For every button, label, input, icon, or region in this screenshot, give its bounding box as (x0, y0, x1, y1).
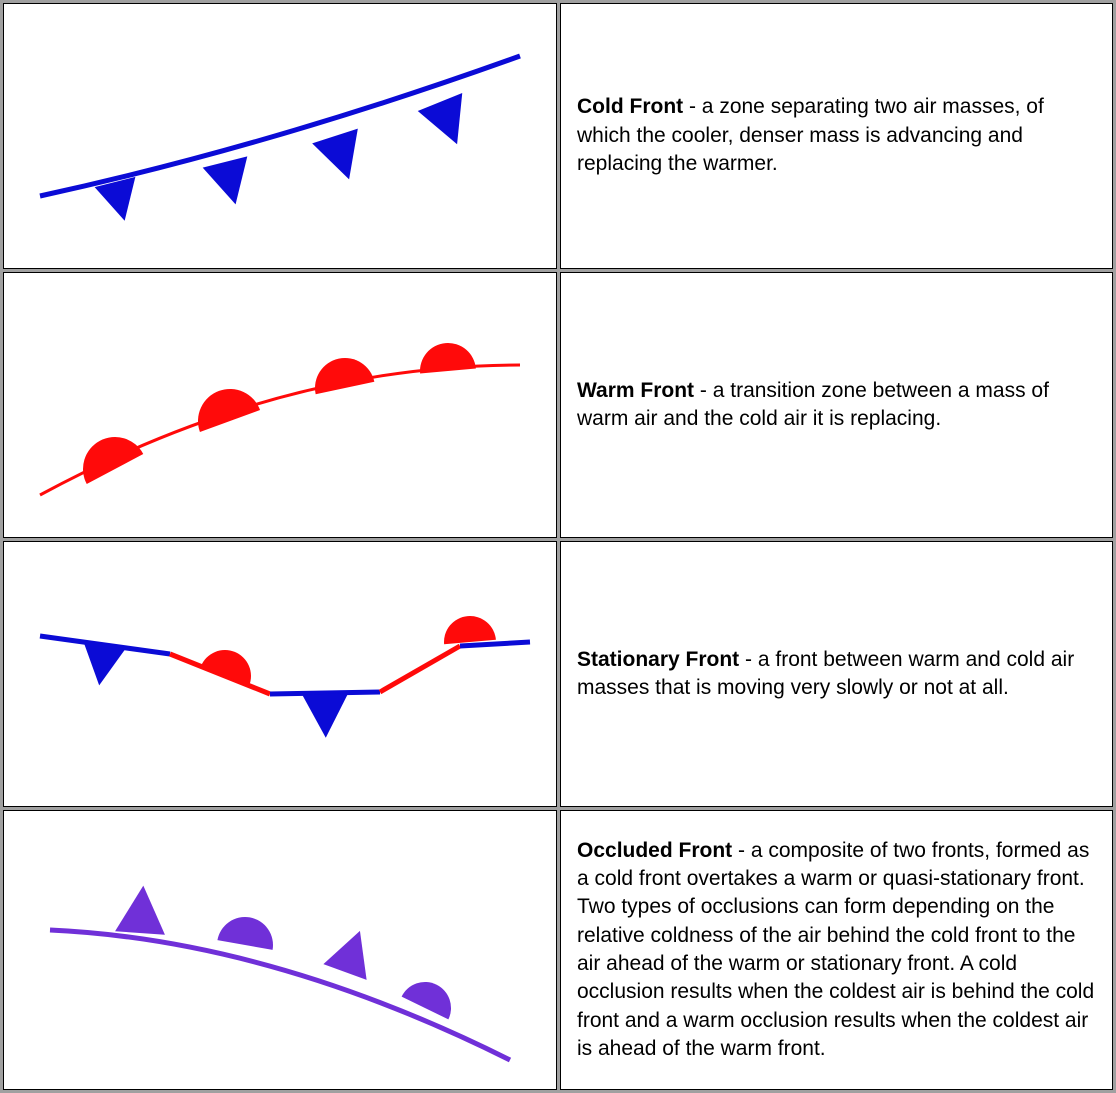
occluded-front-marker-1 (217, 913, 277, 950)
warm-front-description-cell: Warm Front - a transition zone between a… (560, 272, 1113, 538)
warm-front-line (40, 365, 520, 495)
cold-front-symbol-cell (3, 3, 557, 269)
cold-front-row: Cold Front - a zone separating two air m… (3, 3, 1113, 269)
occluded-front-row: Occluded Front - a composite of two fron… (3, 810, 1113, 1090)
warm-front-title: Warm Front (577, 379, 694, 402)
stationary-front-row: Stationary Front - a front between warm … (3, 541, 1113, 807)
stationary-front-symbol (20, 554, 540, 794)
cold-front-description-cell: Cold Front - a zone separating two air m… (560, 3, 1113, 269)
stationary-front-segment-3 (380, 646, 460, 692)
stationary-front-marker-2 (302, 694, 349, 738)
occluded-front-marker-2 (323, 923, 381, 980)
occluded-front-title: Occluded Front (577, 839, 732, 862)
stationary-front-segment-4 (460, 642, 530, 646)
cold-front-marker-3 (418, 93, 480, 153)
stationary-front-title: Stationary Front (577, 648, 739, 671)
stationary-front-marker-3 (442, 614, 496, 644)
cold-front-marker-1 (203, 156, 258, 210)
warm-front-marker-3 (418, 341, 476, 374)
occluded-front-symbol-cell (3, 810, 557, 1090)
warm-front-symbol (20, 285, 540, 525)
cold-front-title: Cold Front (577, 95, 683, 118)
occluded-front-desc: - a composite of two fronts, formed as a… (577, 839, 1094, 1060)
warm-front-marker-0 (72, 426, 144, 484)
stationary-front-description-cell: Stationary Front - a front between warm … (560, 541, 1113, 807)
stationary-front-segment-2 (270, 692, 380, 694)
occluded-front-symbol (20, 830, 540, 1070)
warm-front-marker-1 (189, 380, 260, 432)
occluded-front-marker-0 (115, 884, 168, 935)
warm-front-row: Warm Front - a transition zone between a… (3, 272, 1113, 538)
weather-fronts-table: Cold Front - a zone separating two air m… (0, 0, 1116, 1093)
cold-front-symbol (20, 16, 540, 256)
stationary-front-symbol-cell (3, 541, 557, 807)
warm-front-marker-2 (309, 352, 374, 394)
cold-front-marker-2 (312, 129, 372, 187)
warm-front-symbol-cell (3, 272, 557, 538)
occluded-front-description-cell: Occluded Front - a composite of two fron… (560, 810, 1113, 1090)
stationary-front-marker-0 (77, 641, 126, 689)
